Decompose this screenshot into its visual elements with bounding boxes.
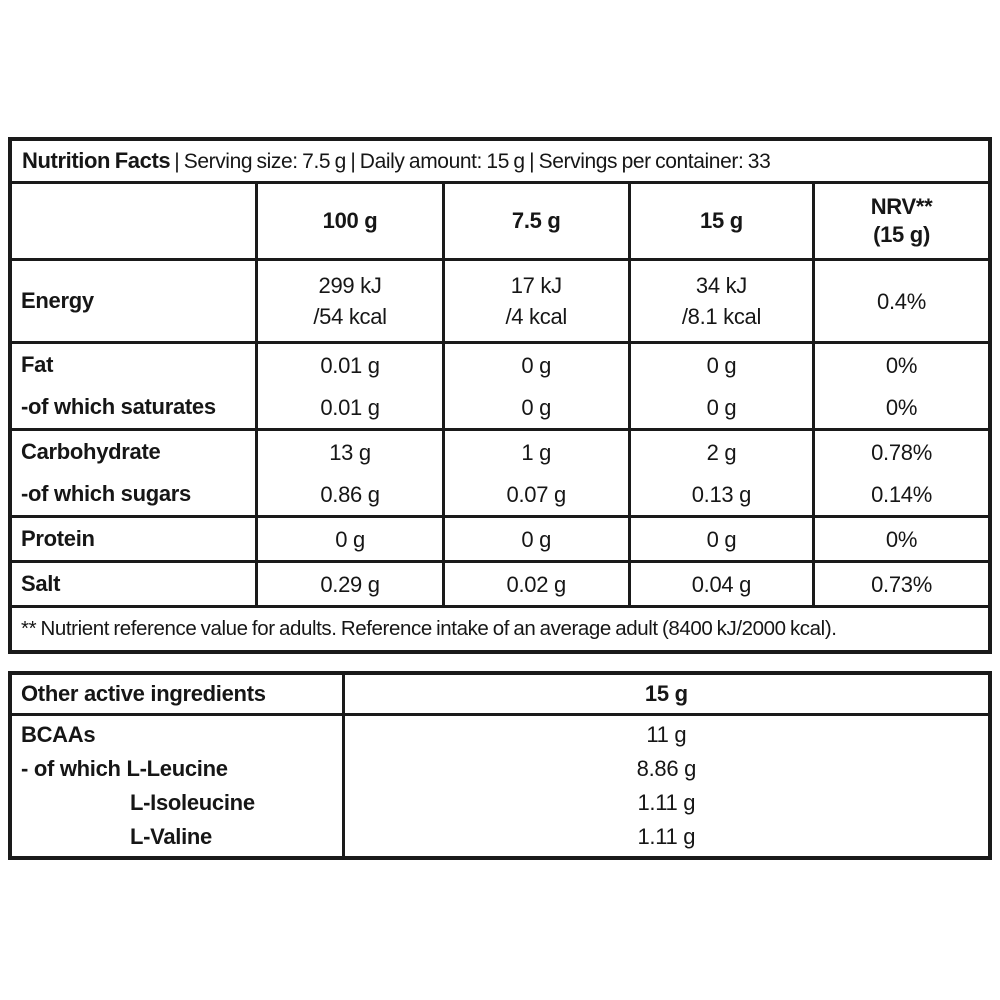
other-ingredients-values: 11 g 8.86 g 1.11 g 1.11 g <box>341 714 990 858</box>
cell-carbohydrate-nrv: 0.78% <box>812 429 990 473</box>
cell-salt-7-5g: 0.02 g <box>441 561 630 607</box>
table-title-cell: Nutrition Facts | Serving size: 7.5 g | D… <box>10 139 990 183</box>
row-saturates: -of which saturates 0.01 g 0 g 0 g 0% <box>10 386 990 430</box>
row-carbohydrate: Carbohydrate 13 g 1 g 2 g 0.78% <box>10 429 990 473</box>
row-label-l-valine: L-Valine <box>130 824 212 849</box>
nutrition-label: Nutrition Facts | Serving size: 7.5 g | D… <box>8 137 992 860</box>
cell-protein-15g: 0 g <box>627 516 814 562</box>
row-label-sugars: -of which sugars <box>21 481 191 506</box>
other-ingredients-header-value: 15 g <box>341 673 990 715</box>
footnote-row: ** Nutrient reference value for adults. … <box>10 606 990 653</box>
cell-fat-100g: 0.01 g <box>255 342 444 386</box>
cell-carbohydrate-100g: 13 g <box>255 429 444 473</box>
table-title-row: Nutrition Facts | Serving size: 7.5 g | D… <box>10 139 990 183</box>
cell-l-leucine-value: 8.86 g <box>636 756 697 781</box>
column-header-100g: 100 g <box>255 182 444 260</box>
row-label-l-leucine: - of which L-Leucine <box>21 756 228 781</box>
row-fat: Fat 0.01 g 0 g 0 g 0% <box>10 342 990 386</box>
cell-sugars-15g: 0.13 g <box>627 473 814 517</box>
column-header-7-5g: 7.5 g <box>441 182 630 260</box>
other-ingredients-body-row: BCAAs - of which L-Leucine L-Isoleucine … <box>10 714 990 859</box>
row-label-fat: Fat <box>21 352 54 377</box>
cell-salt-15g: 0.04 g <box>627 561 814 607</box>
row-salt: Salt 0.29 g 0.02 g 0.04 g 0.73% <box>10 561 990 607</box>
row-label-carbohydrate: Carbohydrate <box>21 439 161 464</box>
cell-fat-7-5g: 0 g <box>441 342 630 386</box>
table-subtitle: | Serving size: 7.5 g | Daily amount: 15… <box>174 150 771 173</box>
nrv-label-line2: (15 g) <box>873 222 930 247</box>
row-protein: Protein 0 g 0 g 0 g 0% <box>10 516 990 562</box>
cell-protein-7-5g: 0 g <box>441 516 630 562</box>
table-title: Nutrition Facts <box>22 148 171 173</box>
other-ingredients-header-label: Other active ingredients <box>21 681 266 706</box>
row-label-salt: Salt <box>21 571 61 596</box>
cell-saturates-100g: 0.01 g <box>255 386 444 430</box>
other-ingredients-labels: BCAAs - of which L-Leucine L-Isoleucine … <box>10 715 343 859</box>
column-header-nrv: NRV** (15 g) <box>812 182 990 260</box>
cell-carbohydrate-15g: 2 g <box>627 429 814 473</box>
cell-sugars-nrv: 0.14% <box>812 473 990 517</box>
cell-energy-100g: 299 kJ /54 kcal <box>255 259 444 343</box>
row-label-protein: Protein <box>21 526 95 551</box>
column-header-row: 100 g 7.5 g 15 g NRV** (15 g) <box>10 182 990 260</box>
other-ingredients-table: Other active ingredients 15 g BCAAs - of… <box>8 671 992 860</box>
cell-bcaas-value: 11 g <box>646 722 687 747</box>
nrv-label-line1: NRV** <box>870 194 933 219</box>
cell-l-valine-value: 1.11 g <box>637 824 696 849</box>
cell-carbohydrate-7-5g: 1 g <box>441 429 630 473</box>
cell-protein-100g: 0 g <box>255 516 444 562</box>
row-energy: Energy 299 kJ /54 kcal 17 kJ /4 kcal 34 … <box>10 259 990 343</box>
other-ingredients-header-row: Other active ingredients 15 g <box>10 673 990 715</box>
cell-l-isoleucine-value: 1.11 g <box>637 790 696 815</box>
row-label-bcaas: BCAAs <box>21 722 96 747</box>
cell-sugars-7-5g: 0.07 g <box>441 473 630 517</box>
column-header-empty <box>10 183 257 260</box>
cell-energy-15g: 34 kJ /8.1 kcal <box>627 259 814 343</box>
cell-saturates-nrv: 0% <box>812 386 990 430</box>
table-gap <box>8 654 992 671</box>
row-sugars: -of which sugars 0.86 g 0.07 g 0.13 g 0.… <box>10 473 990 517</box>
cell-saturates-7-5g: 0 g <box>441 386 630 430</box>
column-header-15g: 15 g <box>627 182 814 260</box>
row-label-energy: Energy <box>21 288 94 313</box>
row-label-saturates: -of which saturates <box>21 394 216 419</box>
cell-salt-nrv: 0.73% <box>812 561 990 607</box>
cell-salt-100g: 0.29 g <box>255 561 444 607</box>
cell-energy-7-5g: 17 kJ /4 kcal <box>441 259 630 343</box>
row-label-l-isoleucine: L-Isoleucine <box>130 790 255 815</box>
nutrition-facts-table: Nutrition Facts | Serving size: 7.5 g | D… <box>8 137 992 654</box>
cell-energy-nrv: 0.4% <box>812 259 990 343</box>
cell-fat-nrv: 0% <box>812 342 990 386</box>
cell-sugars-100g: 0.86 g <box>255 473 444 517</box>
cell-fat-15g: 0 g <box>627 342 814 386</box>
nrv-footnote: ** Nutrient reference value for adults. … <box>21 617 837 640</box>
cell-saturates-15g: 0 g <box>627 386 814 430</box>
cell-protein-nrv: 0% <box>812 516 990 562</box>
